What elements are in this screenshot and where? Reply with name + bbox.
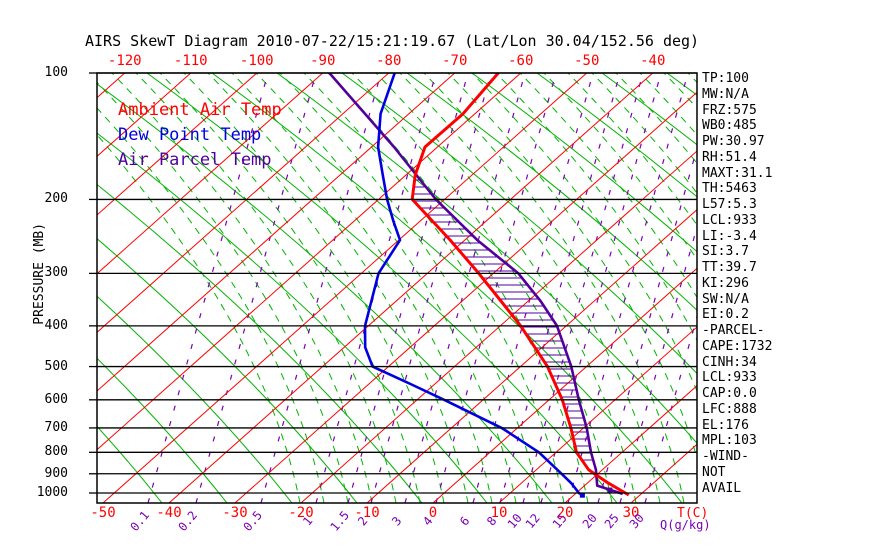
top-temp-label: -100 (239, 53, 274, 69)
stats-line: MPL:103 (702, 433, 757, 449)
bottom-temp-label: -50 (90, 505, 116, 521)
legend-ambient-air-temp: Ambient Air Temp (118, 100, 282, 120)
stats-line: LI:-3.4 (702, 228, 757, 244)
stats-line: SI:3.7 (702, 244, 749, 260)
stats-line: LCL:933 (702, 370, 757, 386)
bottom-temp-label: -10 (354, 505, 380, 521)
bottom-temp-label: -30 (222, 505, 248, 521)
top-temp-label: -50 (574, 53, 600, 69)
pressure-tick-label: 800 (44, 444, 68, 460)
top-temp-label: -120 (107, 53, 142, 69)
pressure-tick-label: 100 (44, 65, 68, 80)
stats-line: LCL:933 (702, 212, 757, 228)
stats-line: FRZ:575 (702, 102, 757, 118)
bottom-temp-label: 0 (428, 505, 438, 521)
stats-line: TT:39.7 (702, 260, 757, 275)
stats-line: KI:296 (702, 275, 749, 291)
mixratio-axis-unit-label: Q(g/kg) (660, 518, 711, 532)
stats-line: MAXT:31.1 (702, 165, 773, 181)
stats-line: AVAIL (702, 480, 742, 496)
stats-line: SW:N/A (702, 291, 749, 307)
stats-line: TH:5463 (702, 181, 757, 197)
stats-line: -WIND- (702, 449, 749, 464)
stats-line: EL:176 (702, 417, 749, 433)
top-temp-label: -70 (442, 53, 468, 69)
legend-dew-point-temp: Dew Point Temp (118, 125, 262, 145)
bottom-temp-label: 20 (556, 505, 574, 521)
stats-line: -PARCEL- (702, 323, 765, 338)
temp-axis-unit-label: T(C) (677, 506, 709, 521)
pressure-tick-label: 500 (44, 358, 68, 374)
legend-air-parcel-temp: Air Parcel Temp (118, 150, 272, 170)
stats-line: TP:100 (702, 71, 749, 86)
top-temp-label: -60 (508, 53, 534, 69)
stats-line: CINH:34 (702, 354, 757, 370)
stats-line: EI:0.2 (702, 307, 749, 323)
top-temp-label: -90 (310, 53, 336, 69)
bottom-temp-label: 30 (622, 505, 640, 521)
top-temp-label: -110 (173, 53, 208, 69)
pressure-tick-label: 1000 (36, 485, 68, 500)
top-temp-label: -80 (376, 53, 402, 69)
stats-line: PW:30.97 (702, 134, 765, 149)
page-title: AIRS SkewT Diagram 2010-07-22/15:21:19.6… (85, 32, 700, 50)
pressure-tick-label: 300 (44, 265, 68, 281)
stats-line: NOT (702, 464, 726, 480)
pressure-tick-label: 700 (44, 419, 68, 435)
stats-line: CAPE:1732 (702, 338, 773, 354)
pressure-tick-label: 400 (44, 317, 68, 333)
bottom-temp-label: 10 (490, 505, 508, 521)
stats-line: CAP:0.0 (702, 386, 757, 401)
stats-line: RH:51.4 (702, 149, 757, 165)
stats-line: MW:N/A (702, 86, 749, 102)
pressure-tick-label: 200 (44, 191, 68, 207)
pressure-tick-label: 900 (44, 465, 68, 481)
bottom-temp-label: -20 (288, 505, 314, 521)
bottom-temp-label: -40 (156, 505, 182, 521)
stats-line: WB0:485 (702, 118, 757, 134)
stats-line: LFC:888 (702, 401, 757, 417)
pressure-tick-label: 600 (44, 391, 68, 407)
top-temp-label: -40 (640, 53, 666, 69)
stats-line: L57:5.3 (702, 197, 757, 212)
